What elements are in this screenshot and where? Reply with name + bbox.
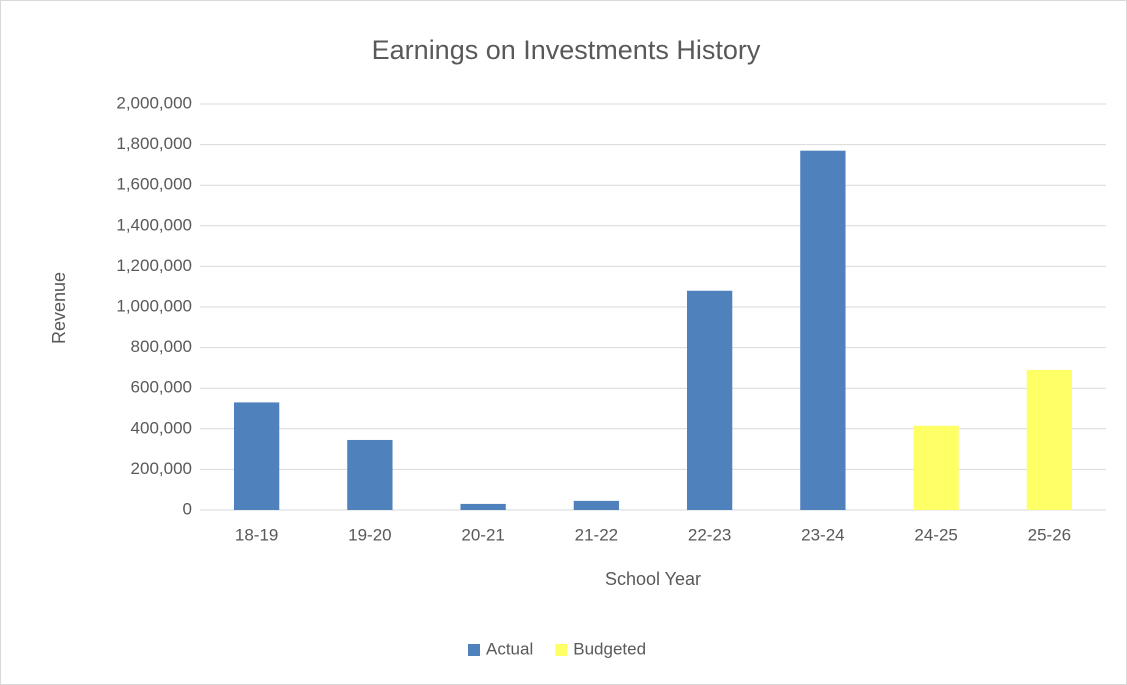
y-tick-label: 1,600,000 <box>116 175 192 194</box>
y-tick-label: 200,000 <box>131 459 192 478</box>
y-tick-label: 400,000 <box>131 418 192 437</box>
bar <box>913 425 959 510</box>
y-tick-label: 1,800,000 <box>116 134 192 153</box>
y-tick-label: 1,000,000 <box>116 296 192 315</box>
bar <box>1026 369 1073 510</box>
y-tick-label: 1,400,000 <box>116 215 192 234</box>
legend-label: Actual <box>486 639 533 658</box>
x-tick-label: 23-24 <box>801 525 844 544</box>
x-tick-label: 22-23 <box>688 525 731 544</box>
legend-swatch <box>468 644 480 656</box>
y-tick-label: 800,000 <box>131 337 192 356</box>
bar <box>800 150 846 510</box>
bar <box>573 500 620 510</box>
x-tick-label: 21-22 <box>575 525 618 544</box>
x-tick-label: 20-21 <box>461 525 504 544</box>
legend-label: Budgeted <box>573 639 646 658</box>
x-axis-label: School Year <box>605 569 701 589</box>
bar <box>686 290 733 510</box>
y-tick-label: 0 <box>183 499 192 518</box>
x-tick-label: 25-26 <box>1028 525 1071 544</box>
legend-swatch <box>555 644 568 656</box>
bar <box>347 439 393 510</box>
y-tick-label: 1,200,000 <box>116 256 192 275</box>
x-tick-label: 18-19 <box>235 525 278 544</box>
x-tick-label: 24-25 <box>914 525 957 544</box>
y-tick-label: 600,000 <box>131 378 192 397</box>
x-tick-label: 19-20 <box>348 525 391 544</box>
chart-title: Earnings on Investments History <box>372 35 761 65</box>
y-tick-label: 2,000,000 <box>116 93 192 112</box>
y-axis-label: Revenue <box>49 272 69 344</box>
bar <box>233 402 280 510</box>
bar <box>460 503 506 510</box>
